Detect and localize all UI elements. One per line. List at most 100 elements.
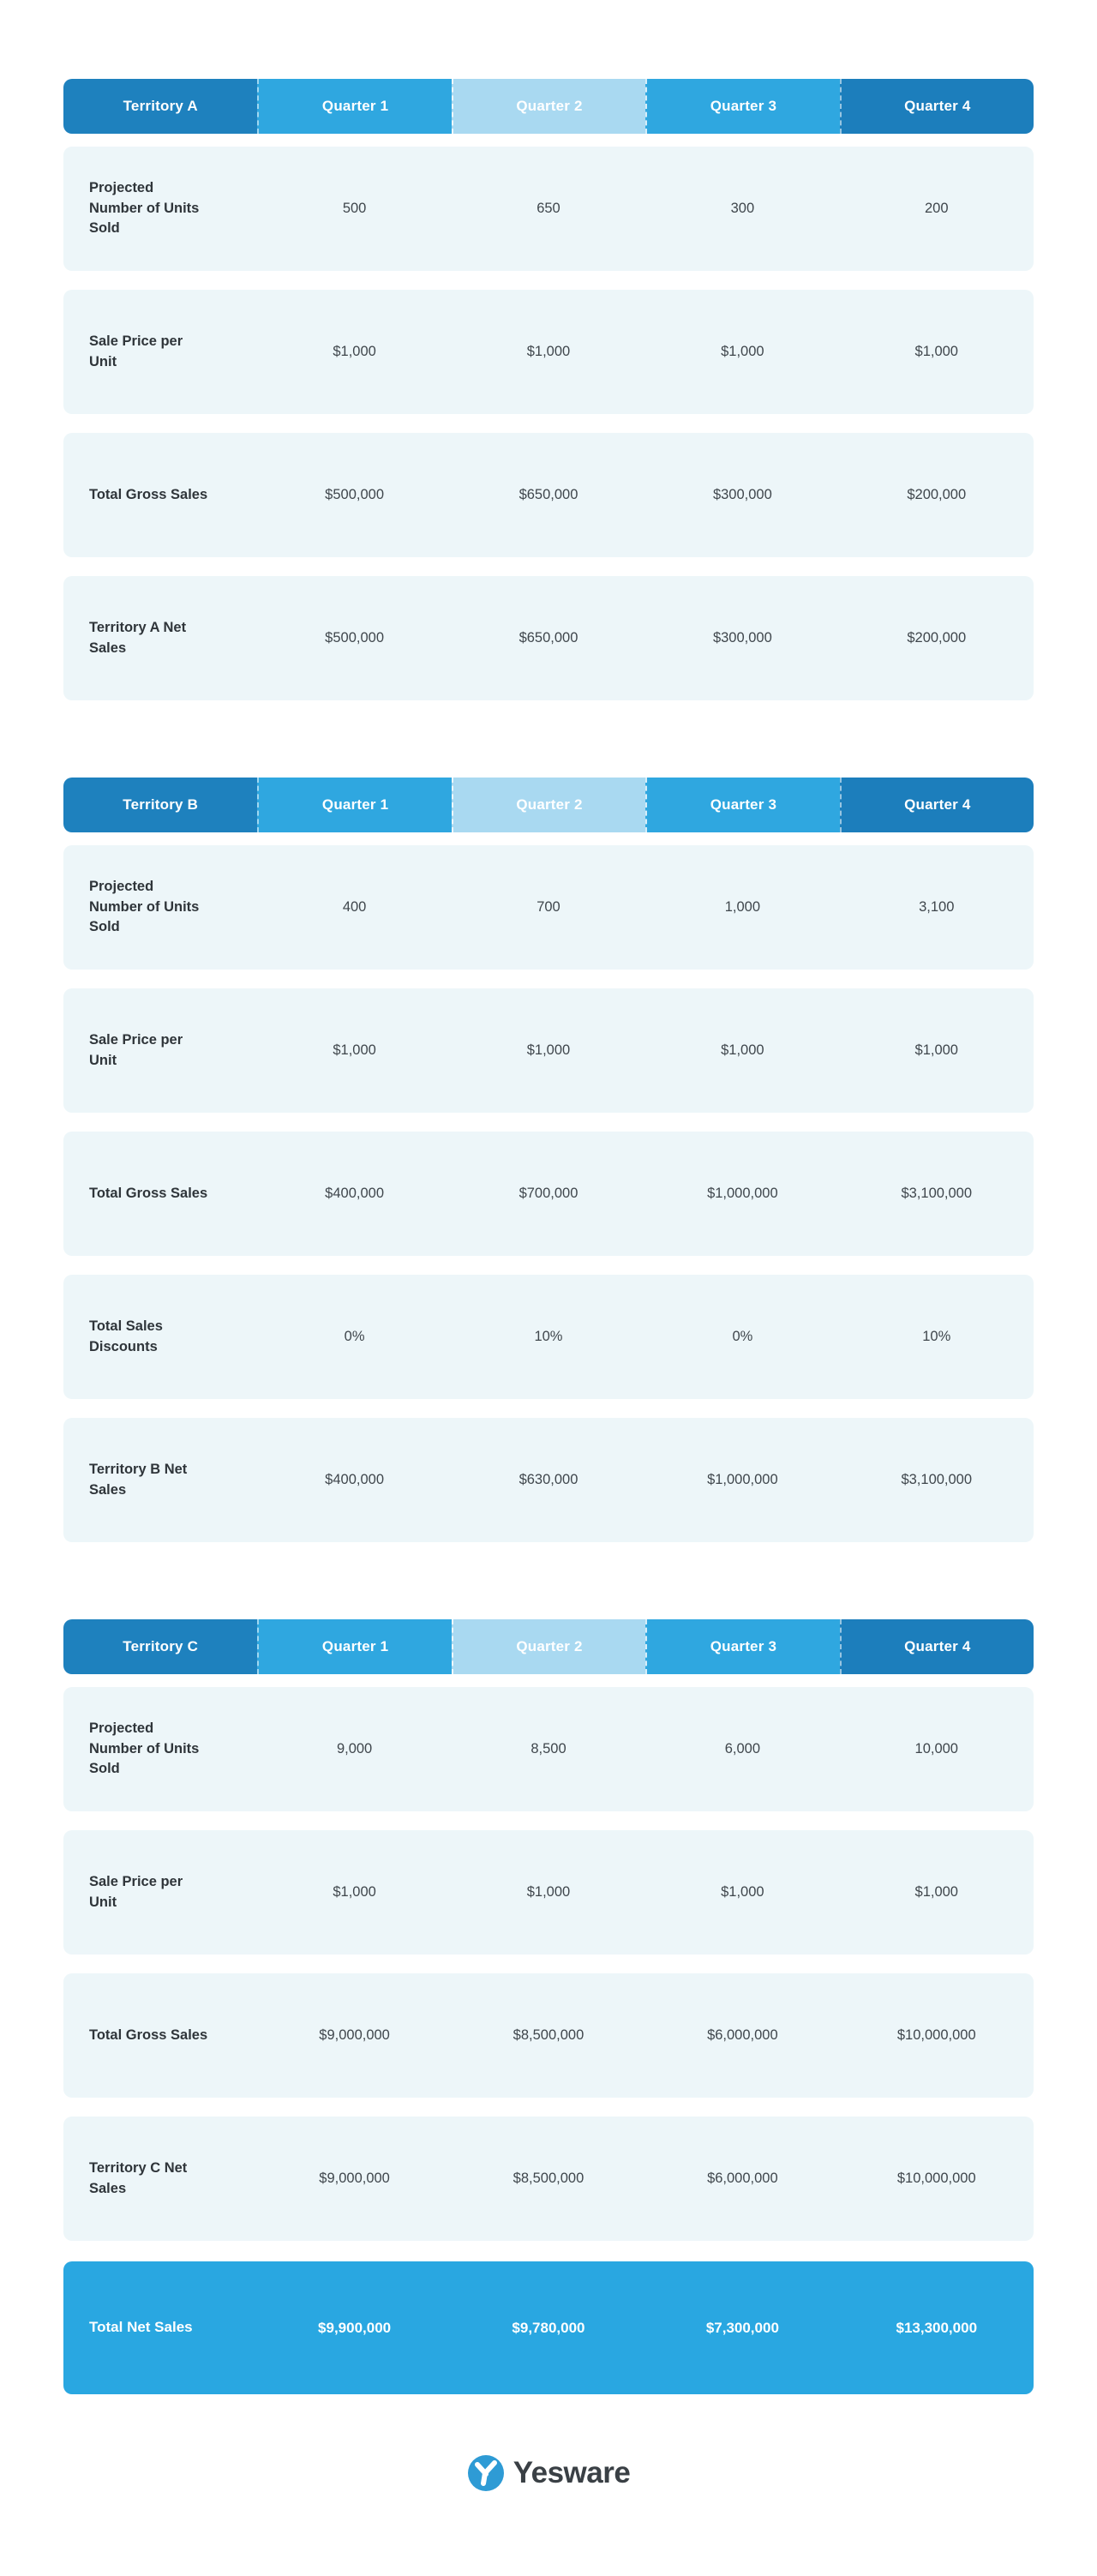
cell-value: $650,000 <box>519 487 578 502</box>
cell-value: $8,500,000 <box>513 2171 584 2186</box>
territory-a-header-row: Territory A Quarter 1 Quarter 2 Quarter … <box>63 79 1034 134</box>
table-row-gross-sales: Total Gross Sales $500,000 $650,000 $300… <box>63 433 1034 557</box>
table-row-sale-price: Sale Price per Unit $1,000 $1,000 $1,000… <box>63 290 1034 414</box>
total-net-sales-row: Total Net Sales $9,900,000 $9,780,000 $7… <box>63 2261 1034 2394</box>
table-row-sales-discounts: Total Sales Discounts 0% 10% 0% 10% <box>63 1275 1034 1399</box>
header-cell-quarter-3: Quarter 3 <box>645 79 840 134</box>
row-label: Projected Number of Units Sold <box>89 1720 200 1777</box>
cell-value: $3,100,000 <box>901 1472 973 1487</box>
cell-value: $1,000 <box>333 1884 376 1900</box>
cell-value: $1,000 <box>333 344 376 359</box>
cell-value: $10,000,000 <box>896 2027 976 2043</box>
table-row-units-sold: Projected Number of Units Sold 500 650 3… <box>63 147 1034 271</box>
cell-value: $650,000 <box>519 630 578 646</box>
header-cell-quarter-1: Quarter 1 <box>257 778 452 832</box>
total-cell-value: $7,300,000 <box>705 2319 779 2336</box>
header-cell-territory-c: Territory C <box>63 1619 258 1674</box>
row-label: Territory B Net Sales <box>89 1461 188 1498</box>
total-cell-value: $9,780,000 <box>512 2319 585 2336</box>
header-cell-quarter-1: Quarter 1 <box>257 79 452 134</box>
cell-value: 9,000 <box>336 1741 373 1756</box>
cell-value: $300,000 <box>712 630 772 646</box>
row-label: Territory C Net Sales <box>89 2159 188 2196</box>
header-cell-quarter-1: Quarter 1 <box>257 1619 452 1674</box>
cell-value: $9,000,000 <box>319 2171 390 2186</box>
cell-value: $700,000 <box>519 1186 578 1201</box>
cell-value: $8,500,000 <box>513 2027 584 2043</box>
cell-value: 10% <box>922 1329 951 1344</box>
territory-c-header-row: Territory C Quarter 1 Quarter 2 Quarter … <box>63 1619 1034 1674</box>
cell-value: $6,000,000 <box>707 2171 778 2186</box>
cell-value: $400,000 <box>325 1472 384 1487</box>
table-row-units-sold: Projected Number of Units Sold 9,000 8,5… <box>63 1687 1034 1811</box>
row-label: Sale Price per Unit <box>89 1031 183 1068</box>
row-label: Total Sales Discounts <box>89 1318 163 1354</box>
territory-b-table: Territory B Quarter 1 Quarter 2 Quarter … <box>63 778 1034 1542</box>
cell-value: 700 <box>537 899 560 915</box>
table-row-net-sales: Territory C Net Sales $9,000,000 $8,500,… <box>63 2117 1034 2241</box>
cell-value: $1,000 <box>721 1884 764 1900</box>
cell-value: $1,000 <box>526 1042 571 1058</box>
cell-value: $400,000 <box>325 1186 384 1201</box>
header-cell-quarter-3: Quarter 3 <box>645 1619 840 1674</box>
cell-value: 200 <box>924 201 949 216</box>
cell-value: $1,000 <box>914 1884 958 1900</box>
yesware-wordmark: Yesware <box>513 2456 631 2489</box>
header-cell-quarter-2: Quarter 2 <box>451 778 646 832</box>
cell-value: 1,000 <box>724 899 761 915</box>
footer-brand: Yesware <box>63 2454 1034 2492</box>
row-label: Projected Number of Units Sold <box>89 179 200 237</box>
table-row-net-sales: Territory A Net Sales $500,000 $650,000 … <box>63 576 1034 700</box>
cell-value: $200,000 <box>907 630 967 646</box>
cell-value: $1,000 <box>721 344 764 359</box>
territory-b-header-row: Territory B Quarter 1 Quarter 2 Quarter … <box>63 778 1034 832</box>
header-cell-quarter-4: Quarter 4 <box>839 1619 1034 1674</box>
header-cell-territory-a: Territory A <box>63 79 258 134</box>
cell-value: 400 <box>342 899 367 915</box>
header-cell-territory-b: Territory B <box>63 778 258 832</box>
cell-value: 300 <box>730 201 755 216</box>
cell-value: $6,000,000 <box>707 2027 778 2043</box>
territory-a-table: Territory A Quarter 1 Quarter 2 Quarter … <box>63 79 1034 700</box>
cell-value: $1,000 <box>526 1884 571 1900</box>
total-cell-value: $9,900,000 <box>318 2319 392 2336</box>
cell-value: $500,000 <box>325 487 384 502</box>
table-row-net-sales: Territory B Net Sales $400,000 $630,000 … <box>63 1418 1034 1542</box>
row-label: Sale Price per Unit <box>89 333 183 369</box>
row-label: Territory A Net Sales <box>89 619 187 656</box>
total-cell-value: $13,300,000 <box>896 2319 978 2336</box>
cell-value: $1,000 <box>914 1042 958 1058</box>
cell-value: 10,000 <box>914 1741 958 1756</box>
row-label: Total Gross Sales <box>89 486 208 502</box>
cell-value: $1,000 <box>721 1042 764 1058</box>
cell-value: 500 <box>342 201 367 216</box>
table-row-sale-price: Sale Price per Unit $1,000 $1,000 $1,000… <box>63 1830 1034 1955</box>
row-label: Total Gross Sales <box>89 2027 208 2043</box>
header-cell-quarter-4: Quarter 4 <box>839 79 1034 134</box>
cell-value: 10% <box>534 1329 563 1344</box>
cell-value: 8,500 <box>531 1741 566 1756</box>
total-row-label: Total Net Sales <box>89 2319 193 2336</box>
table-row-gross-sales: Total Gross Sales $400,000 $700,000 $1,0… <box>63 1132 1034 1256</box>
cell-value: $1,000 <box>333 1042 376 1058</box>
row-label: Sale Price per Unit <box>89 1873 183 1910</box>
cell-value: $1,000,000 <box>707 1472 778 1487</box>
cell-value: $630,000 <box>519 1472 578 1487</box>
cell-value: $9,000,000 <box>319 2027 390 2043</box>
header-cell-quarter-2: Quarter 2 <box>451 79 646 134</box>
cell-value: $1,000,000 <box>707 1186 778 1201</box>
row-label: Total Gross Sales <box>89 1185 208 1201</box>
cell-value: 6,000 <box>724 1741 761 1756</box>
cell-value: $1,000 <box>914 344 958 359</box>
cell-value: $200,000 <box>907 487 967 502</box>
table-row-sale-price: Sale Price per Unit $1,000 $1,000 $1,000… <box>63 988 1034 1113</box>
header-cell-quarter-2: Quarter 2 <box>451 1619 646 1674</box>
cell-value: $3,100,000 <box>901 1186 973 1201</box>
cell-value: 0% <box>732 1329 753 1344</box>
cell-value: 0% <box>344 1329 365 1344</box>
cell-value: $1,000 <box>526 344 571 359</box>
cell-value: $500,000 <box>325 630 384 646</box>
yesware-logo-icon <box>467 2455 504 2491</box>
row-label: Projected Number of Units Sold <box>89 878 200 935</box>
table-row-gross-sales: Total Gross Sales $9,000,000 $8,500,000 … <box>63 1973 1034 2098</box>
